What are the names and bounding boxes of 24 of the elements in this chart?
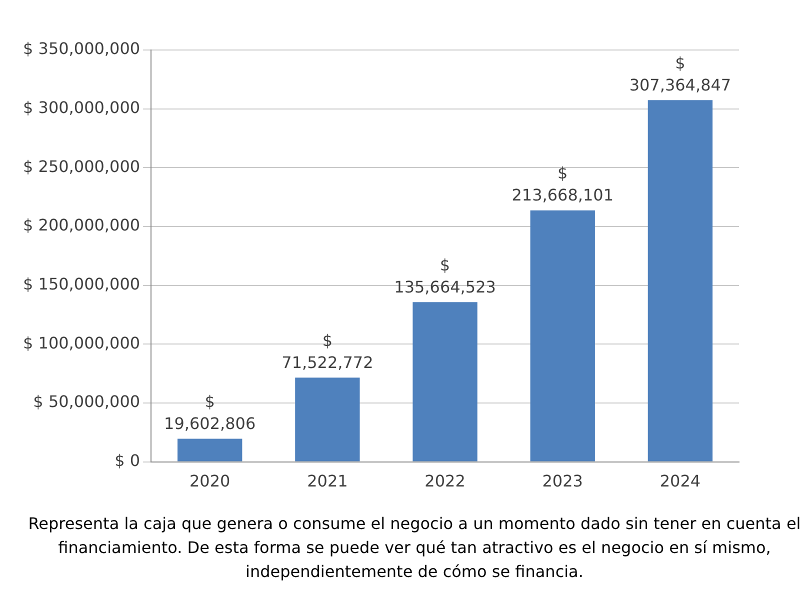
x-tick-label: 2022 — [424, 472, 466, 491]
y-tick-label: $ 250,000,000 — [22, 156, 140, 176]
x-tick-label: 2024 — [660, 472, 701, 491]
y-tick-label: $ 150,000,000 — [22, 274, 140, 294]
data-label: $ 71,522,772 — [282, 330, 374, 372]
x-tick-label: 2020 — [189, 472, 230, 491]
y-tick-label: $ 200,000,000 — [22, 216, 140, 235]
data-label: $ 19,602,806 — [164, 392, 256, 433]
text: Representa la caja que genera o consume el negocio a un momento dado sin tener en cuenta el financiamiento. De esta forma se puede ver qué tan atractivo es el negocio en sí mismo, independientemente de cómo se financia. — [27, 513, 802, 583]
bar — [412, 302, 478, 462]
data-label: $ 213,668,101 — [512, 164, 614, 205]
data-label: $ 135,664,523 — [394, 255, 496, 296]
y-tick-label: $ 0 — [114, 450, 140, 470]
y-tick-label: $ 350,000,000 — [22, 39, 140, 58]
y-tick-label: $ 50,000,000 — [33, 392, 140, 412]
y-tick-label: $ 100,000,000 — [22, 333, 140, 352]
x-tick-label: 2021 — [307, 472, 348, 491]
data-label: $ 307,364,847 — [629, 53, 732, 94]
bar — [178, 438, 242, 462]
bar — [295, 378, 360, 462]
y-tick-label: $ 300,000,000 — [22, 98, 140, 117]
x-tick-label: 2023 — [542, 472, 583, 491]
bar — [530, 210, 595, 462]
bar — [648, 100, 713, 462]
